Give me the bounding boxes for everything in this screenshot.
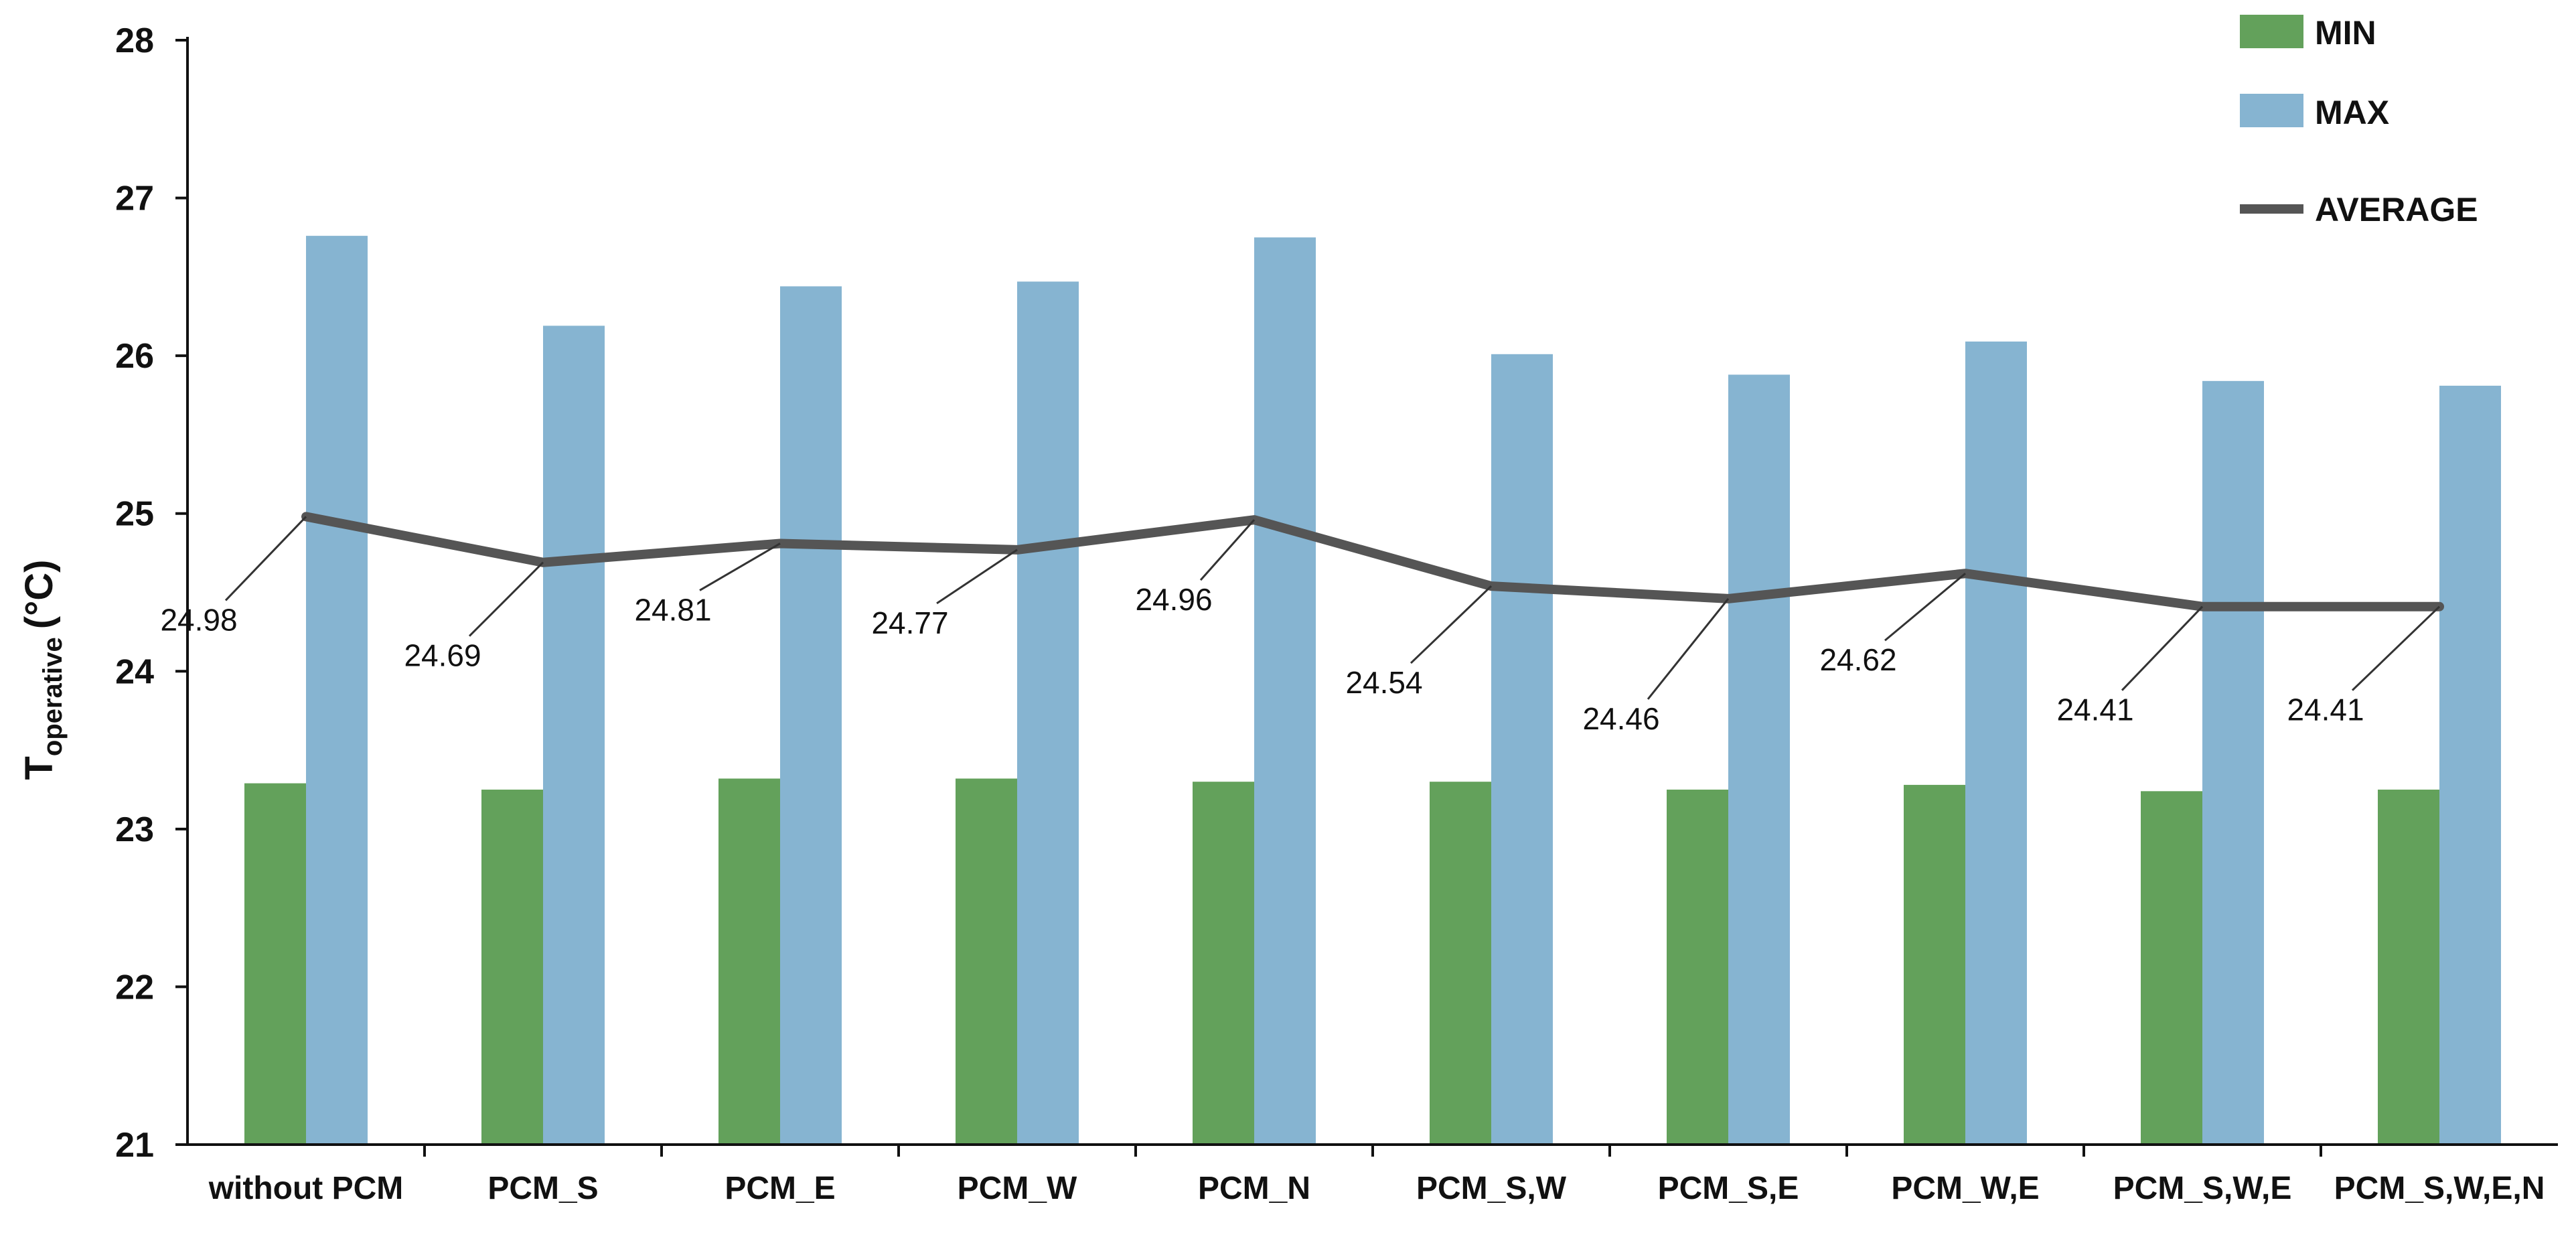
average-line-layer [301,512,2444,611]
y-tick-label-6: 27 [115,179,154,218]
y-tick-label-5: 26 [115,337,154,376]
data-label-leader-3 [936,549,1018,605]
data-label-leader-8 [2121,605,2204,691]
data-label-4: 24.96 [1135,582,1212,617]
bar-min-5 [1430,782,1491,1145]
bar-max-0 [306,236,368,1145]
legend: MIN MAX AVERAGE [2240,14,2478,228]
y-axis-title-subscript: operative [38,637,68,756]
data-label-2: 24.81 [634,592,711,627]
data-label-8: 24.41 [2056,693,2133,727]
data-label-6: 24.46 [1582,701,1659,736]
bars-layer [244,236,2501,1145]
bar-max-9 [2439,385,2501,1145]
data-label-3: 24.77 [871,605,948,640]
x-category-label-6: PCM_S,E [1658,1171,1799,1206]
data-label-leader-4 [1199,519,1256,581]
axes-layer: 21 22 23 24 25 26 27 28 without PCM PCM_S PCM_E PCM… [115,21,2558,1206]
data-label-1: 24.69 [404,638,481,673]
bar-min-6 [1667,789,1728,1145]
data-label-0: 24.98 [160,602,237,637]
x-category-label-5: PCM_S,W [1416,1171,1567,1206]
legend-label-max: MAX [2315,94,2389,131]
bar-max-5 [1491,354,1553,1145]
x-category-label-9: PCM_S,W,E,N [2334,1171,2545,1206]
x-category-label-7: PCM_W,E [1891,1171,2039,1206]
y-axis-title: Toperative (°C) [17,559,68,780]
y-tick-label-7: 28 [115,21,154,60]
bar-min-7 [1904,784,1965,1145]
y-axis-title-unit: (°C) [17,559,61,629]
data-label-leader-9 [2351,605,2441,691]
y-tick-label-0: 21 [115,1126,154,1165]
y-tick-label-1: 22 [115,968,154,1007]
legend-swatch-min [2240,15,2303,48]
data-labels-layer: 24.98 24.69 24.81 24.77 24.96 24.54 24.46 24.62… [160,516,2441,736]
data-label-leader-5 [1410,585,1493,664]
x-category-label-0: without PCM [208,1171,404,1206]
legend-label-min: MIN [2315,14,2376,52]
data-label-leader-6 [1647,597,1730,700]
data-label-leader-2 [699,542,781,591]
bar-min-8 [2141,791,2202,1145]
x-category-label-4: PCM_N [1198,1171,1310,1206]
bar-max-7 [1965,341,2027,1145]
bar-max-8 [2202,380,2264,1145]
data-label-leader-1 [468,561,544,637]
data-label-5: 24.54 [1345,665,1422,700]
bar-max-2 [780,286,842,1145]
bar-max-1 [543,325,605,1145]
bar-max-4 [1254,237,1316,1145]
data-label-leader-7 [1884,573,1966,642]
bar-min-9 [2378,789,2439,1145]
bar-min-0 [244,783,306,1145]
bar-min-3 [956,778,1017,1145]
bar-min-4 [1193,782,1254,1145]
bar-max-3 [1017,281,1079,1145]
bar-min-2 [718,778,780,1145]
x-category-label-3: PCM_W [958,1171,1077,1206]
y-tick-label-2: 23 [115,810,154,849]
bar-min-1 [481,789,543,1145]
y-tick-label-4: 25 [115,495,154,534]
data-label-7: 24.62 [1819,642,1896,677]
legend-swatch-max [2240,94,2303,127]
data-label-leader-0 [224,516,307,601]
y-axis-title-main: T [17,756,61,780]
legend-label-average: AVERAGE [2315,191,2478,228]
x-category-label-1: PCM_S [487,1171,598,1206]
x-category-label-8: PCM_S,W,E [2113,1171,2292,1206]
data-label-9: 24.41 [2287,693,2364,727]
y-tick-label-3: 24 [115,652,154,691]
bar-max-6 [1728,374,1790,1145]
average-line [301,512,2444,611]
x-category-label-2: PCM_E [725,1171,835,1206]
